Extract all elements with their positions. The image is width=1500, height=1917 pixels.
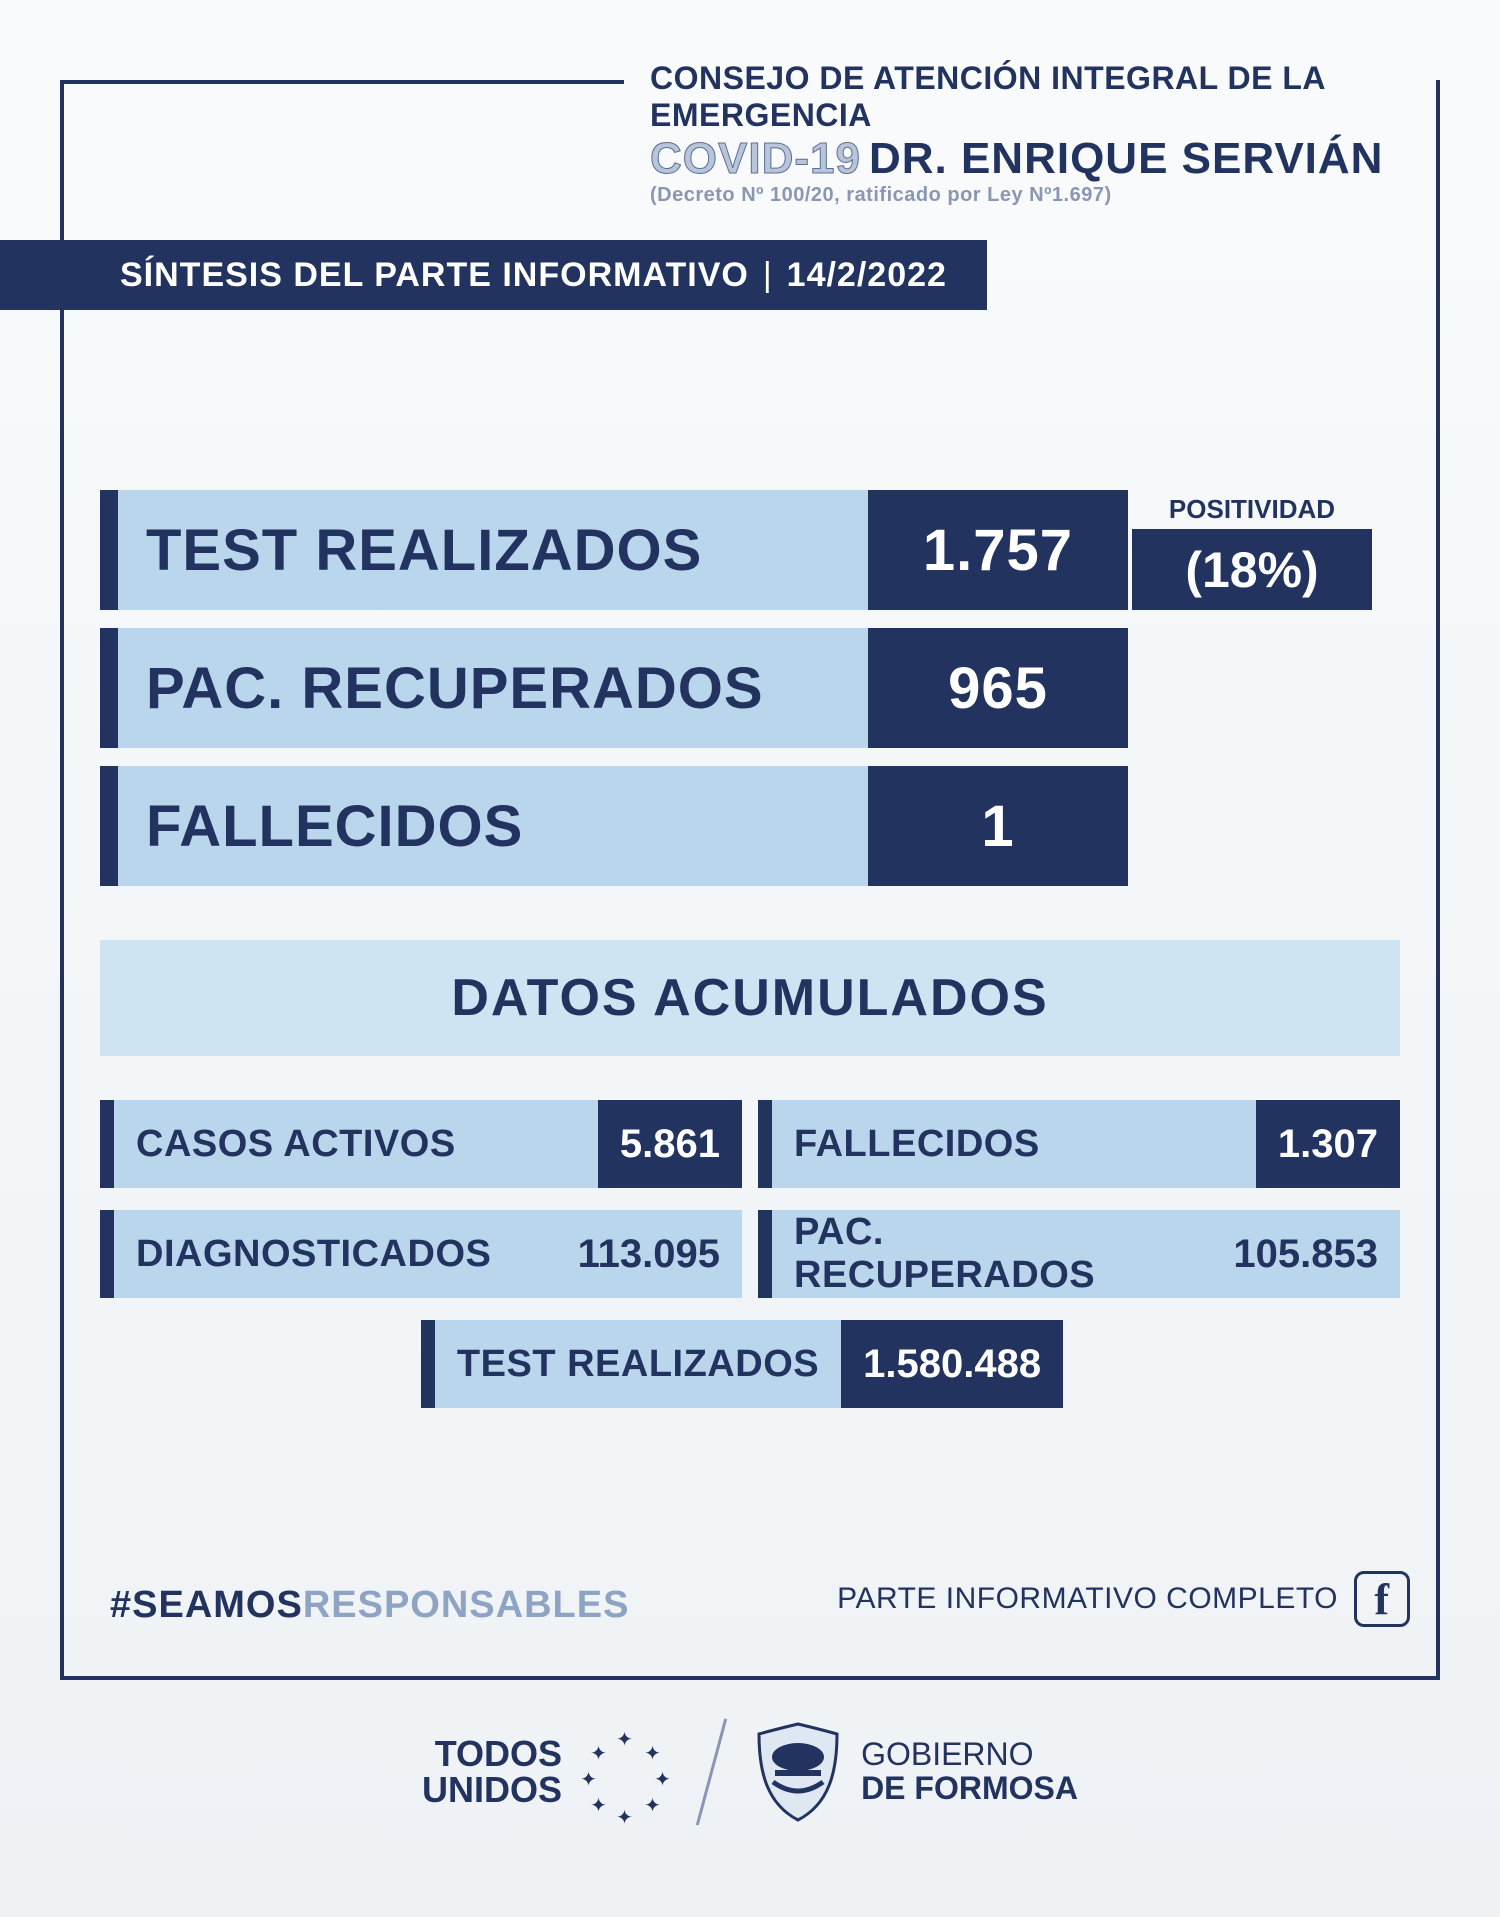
cumulative-title: DATOS ACUMULADOS (100, 940, 1400, 1056)
row-value: 1 (868, 766, 1128, 886)
todos-unidos-text: TODOS UNIDOS (422, 1736, 562, 1808)
todos-unidos-logo: TODOS UNIDOS ✦ ✦ ✦ ✦ ✦ ✦ ✦ ✦ (422, 1727, 670, 1817)
shield-icon (753, 1722, 843, 1822)
cumulative-row: TEST REALIZADOS 1.580.488 (100, 1320, 1400, 1408)
cumulative-row: CASOS ACTIVOS 5.861 FALLECIDOS 1.307 (100, 1100, 1400, 1188)
frame-right-border (1436, 80, 1440, 1680)
cumulative-cell: DIAGNOSTICADOS 113.095 (100, 1210, 742, 1298)
hashtag-light: RESPONSABLES (303, 1584, 630, 1626)
todos-l2: UNIDOS (422, 1772, 562, 1808)
title-text: SÍNTESIS DEL PARTE INFORMATIVO (120, 256, 749, 295)
title-sep: | (763, 256, 773, 295)
cell-marker (100, 1210, 114, 1298)
daily-row: TEST REALIZADOS 1.757 POSITIVIDAD (18%) (100, 490, 1400, 610)
positivity-label: POSITIVIDAD (1132, 490, 1372, 529)
cumulative-row: DIAGNOSTICADOS 113.095 PAC. RECUPERADOS … (100, 1210, 1400, 1298)
cell-label: DIAGNOSTICADOS (114, 1210, 556, 1298)
cell-label: TEST REALIZADOS (435, 1320, 841, 1408)
cumulative-cell: TEST REALIZADOS 1.580.488 (421, 1320, 1063, 1408)
title-date: 14/2/2022 (787, 256, 947, 295)
cell-value: 105.853 (1211, 1210, 1400, 1298)
gobierno-logo: GOBIERNO DE FORMOSA (753, 1722, 1078, 1822)
hashtag-strong: #SEAMOS (110, 1584, 303, 1626)
cumulative-grid: CASOS ACTIVOS 5.861 FALLECIDOS 1.307 DIA… (100, 1100, 1400, 1430)
gob-l1: GOBIERNO (861, 1738, 1078, 1772)
footer-divider (696, 1718, 727, 1825)
cell-value: 113.095 (556, 1210, 742, 1298)
page: CONSEJO DE ATENCIÓN INTEGRAL DE LA EMERG… (0, 0, 1500, 1917)
row-marker (100, 766, 118, 886)
cumulative-cell: FALLECIDOS 1.307 (758, 1100, 1400, 1188)
positivity-block: POSITIVIDAD (18%) (1132, 490, 1372, 610)
stars-icon: ✦ ✦ ✦ ✦ ✦ ✦ ✦ ✦ (580, 1727, 670, 1817)
cell-value: 1.307 (1256, 1100, 1400, 1188)
footer: TODOS UNIDOS ✦ ✦ ✦ ✦ ✦ ✦ ✦ ✦ (0, 1717, 1500, 1827)
cumulative-cell: PAC. RECUPERADOS 105.853 (758, 1210, 1400, 1298)
hashtag: #SEAMOSRESPONSABLES (110, 1584, 629, 1627)
positivity-value: (18%) (1132, 529, 1372, 610)
title-bar: SÍNTESIS DEL PARTE INFORMATIVO | 14/2/20… (0, 240, 987, 310)
cell-value: 1.580.488 (841, 1320, 1063, 1408)
row-label: PAC. RECUPERADOS (118, 628, 868, 748)
gob-l2: DE FORMOSA (861, 1772, 1078, 1806)
row-label: TEST REALIZADOS (118, 490, 868, 610)
cell-marker (758, 1100, 772, 1188)
row-marker (100, 628, 118, 748)
cell-marker (421, 1320, 435, 1408)
row-value: 1.757 (868, 490, 1128, 610)
cumulative-cell: CASOS ACTIVOS 5.861 (100, 1100, 742, 1188)
row-value: 965 (868, 628, 1128, 748)
cell-value: 5.861 (598, 1100, 742, 1188)
row-label: FALLECIDOS (118, 766, 868, 886)
gobierno-text: GOBIERNO DE FORMOSA (861, 1738, 1078, 1805)
facebook-icon[interactable]: f (1354, 1571, 1410, 1627)
cell-label: PAC. RECUPERADOS (772, 1210, 1211, 1298)
daily-rows: TEST REALIZADOS 1.757 POSITIVIDAD (18%) … (100, 490, 1400, 904)
daily-row: PAC. RECUPERADOS 965 (100, 628, 1400, 748)
daily-row: FALLECIDOS 1 (100, 766, 1400, 886)
row-marker (100, 490, 118, 610)
cell-marker (100, 1100, 114, 1188)
cell-marker (758, 1210, 772, 1298)
cell-label: CASOS ACTIVOS (114, 1100, 598, 1188)
cell-label: FALLECIDOS (772, 1100, 1256, 1188)
full-report-label: PARTE INFORMATIVO COMPLETO (837, 1582, 1338, 1616)
full-report-link[interactable]: PARTE INFORMATIVO COMPLETO f (837, 1571, 1410, 1627)
todos-l1: TODOS (422, 1736, 562, 1772)
